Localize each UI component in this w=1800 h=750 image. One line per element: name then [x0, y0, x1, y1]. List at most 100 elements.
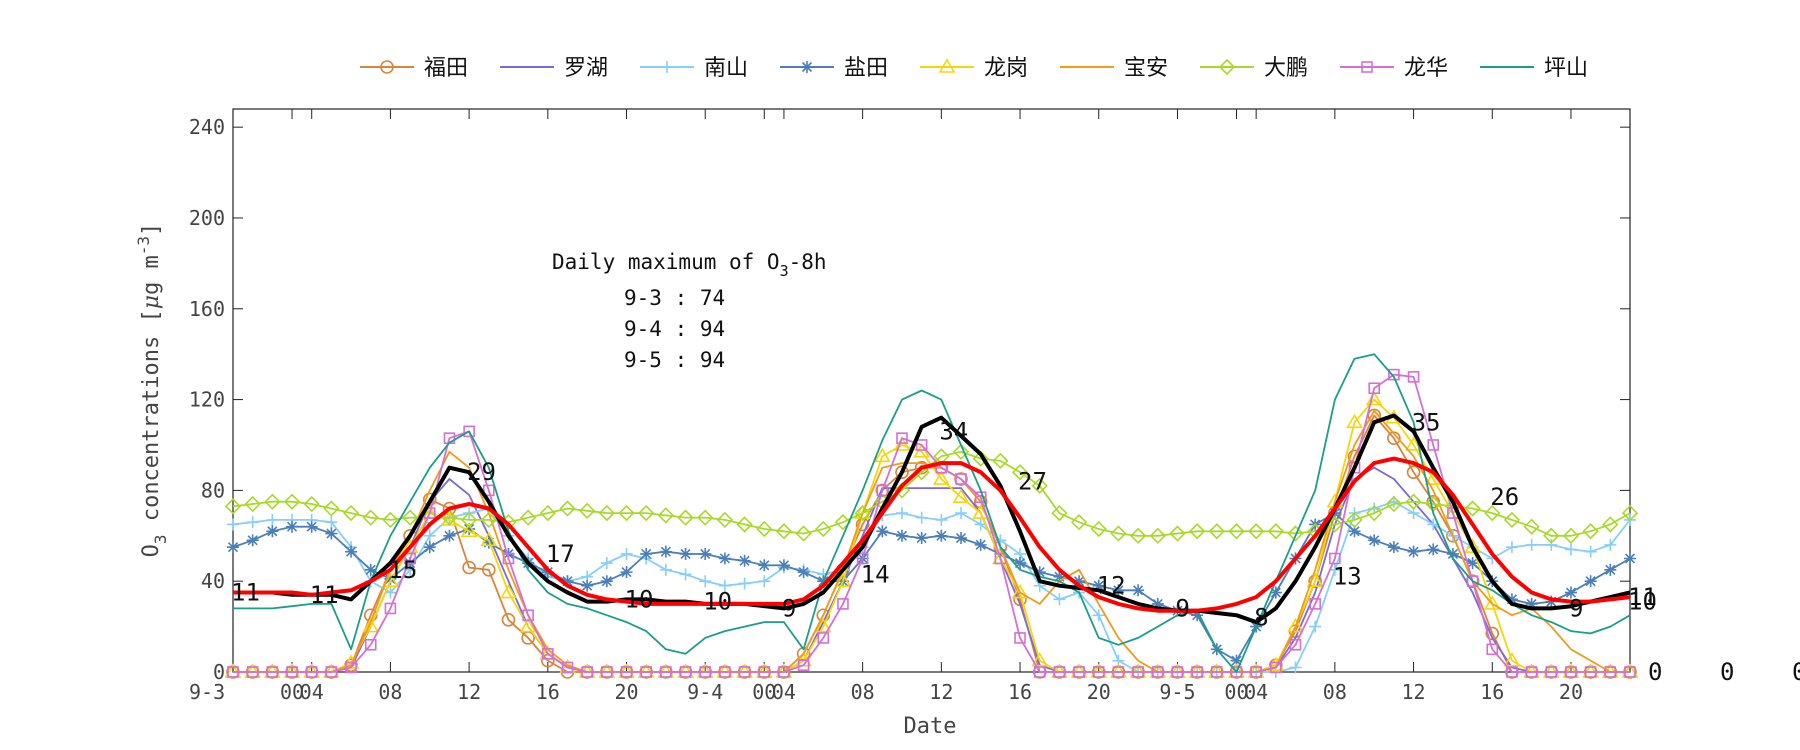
series-4-point-41 [1031, 652, 1049, 667]
series-3-point-18 [581, 579, 594, 592]
annotation-line-1: 9-3 : 74 [624, 286, 725, 310]
series-3-point-71 [1624, 552, 1636, 565]
series-2-point-10 [423, 529, 436, 542]
series-7-point-27 [758, 666, 771, 678]
x-tick-label-7: 9-4 [687, 680, 723, 704]
series-7-point-46 [1132, 666, 1144, 678]
legend-label-7: 龙华 [1404, 56, 1448, 81]
series-6-point-71 [1621, 504, 1639, 522]
legend-label-0: 福田 [424, 56, 468, 81]
series-7-point-45 [1112, 666, 1125, 678]
series-6-point-15 [520, 509, 537, 526]
annotation-line-2: 9-4 : 94 [624, 317, 725, 341]
series-6-point-9 [401, 509, 419, 526]
series-6-point-27 [756, 520, 773, 538]
series-4-point-15 [519, 618, 537, 633]
series-6-point-19 [598, 504, 615, 522]
series-6-point-45 [1110, 525, 1127, 542]
series-3-point-6 [345, 545, 358, 558]
series-0-point-61 [1426, 494, 1441, 509]
series-7-point-20 [620, 666, 633, 678]
x-tick-label-1: 00 [280, 680, 304, 704]
x-tick-label-10: 08 [851, 680, 875, 704]
series-line-9 [233, 413, 1631, 625]
series-6-point-16 [539, 504, 556, 522]
x-tick-label-19: 16 [1480, 680, 1504, 704]
series-6-point-40 [1011, 464, 1029, 481]
series-7-point-44 [1092, 666, 1105, 678]
series-2-point-27 [758, 575, 771, 588]
annotation-box: Daily maximum of O3-8h 9-3 : 74 9-4 : 94… [552, 250, 827, 372]
series-6-point-54 [1287, 525, 1304, 542]
series-3-point-56 [1328, 507, 1341, 520]
series-3-point-67 [1545, 595, 1558, 608]
series-3-point-41 [1033, 566, 1046, 579]
x-tick-label-9: 04 [772, 680, 796, 704]
data-label-3: 29 [467, 458, 496, 486]
legend-marker-7 [1361, 61, 1373, 73]
series-3-point-34 [895, 529, 908, 542]
data-label-18: 10 [1628, 588, 1657, 616]
series-7-point-26 [738, 666, 751, 678]
series-2-point-5 [325, 516, 338, 529]
series-2-point-24 [699, 575, 712, 588]
series-4-point-12 [460, 522, 478, 538]
series-4-point-35 [913, 443, 931, 458]
series-3-point-10 [423, 541, 436, 554]
series-6-point-30 [815, 520, 832, 538]
legend-item-6: 大鹏 [1200, 56, 1308, 81]
series-6-point-69 [1582, 523, 1599, 540]
series-6-point-23 [677, 509, 694, 526]
series-6-point-31 [834, 514, 852, 531]
series-6-point-20 [618, 504, 635, 522]
x-tick-label-17: 08 [1323, 680, 1347, 704]
series-6-point-1 [244, 495, 261, 513]
series-2-point-55 [1309, 620, 1322, 633]
series-3-point-58 [1368, 534, 1381, 547]
series-7-point-56 [1329, 552, 1341, 565]
series-7-point-32 [856, 552, 869, 565]
series-3-point-47 [1151, 597, 1164, 610]
series-7-point-65 [1506, 666, 1518, 678]
series-0-point-33 [875, 483, 890, 498]
data-label-2: 15 [388, 556, 417, 584]
series-6-point-60 [1405, 493, 1422, 510]
series-7-point-40 [1014, 632, 1026, 644]
series-3-point-33 [876, 525, 889, 538]
x-tick-label-3: 08 [378, 680, 402, 704]
series-3-point-66 [1525, 597, 1538, 610]
series-6-point-53 [1267, 523, 1284, 540]
series-6-point-38 [972, 450, 989, 467]
series-2-point-35 [915, 511, 928, 524]
series-3-point-8 [384, 572, 397, 585]
series-6-point-37 [952, 443, 970, 460]
series-4-point-36 [932, 470, 950, 485]
series-7-point-1 [246, 666, 259, 678]
legend-label-5: 宝安 [1124, 56, 1168, 81]
series-6-point-6 [342, 504, 360, 522]
data-label-1: 11 [310, 581, 339, 609]
series-4-point-40 [1011, 583, 1029, 599]
x-tick-label-8: 00 [752, 680, 776, 704]
series-3-point-65 [1505, 593, 1518, 606]
series-7-point-43 [1073, 666, 1085, 678]
series-6-point-49 [1188, 523, 1206, 540]
series-3-point-0 [227, 541, 239, 554]
series-2-point-19 [600, 557, 613, 570]
series-4-point-14 [500, 583, 517, 599]
series-6-point-59 [1385, 495, 1403, 513]
series-0-point-12 [462, 560, 476, 575]
series-7-point-35 [915, 439, 928, 451]
series-3-point-27 [758, 559, 771, 572]
data-label-16: 26 [1490, 483, 1519, 511]
series-7-point-66 [1525, 666, 1538, 678]
series-7-point-15 [522, 609, 534, 622]
series-4-point-9 [401, 538, 419, 553]
series-6-point-52 [1248, 523, 1265, 540]
annotation-line-3: 9-5 : 94 [624, 348, 725, 372]
data-label-13: 8 [1254, 604, 1268, 632]
x-tick-label-5: 16 [536, 680, 560, 704]
series-3-point-29 [797, 566, 810, 579]
series-4-point-57 [1346, 413, 1363, 429]
data-label-6: 10 [703, 588, 732, 616]
